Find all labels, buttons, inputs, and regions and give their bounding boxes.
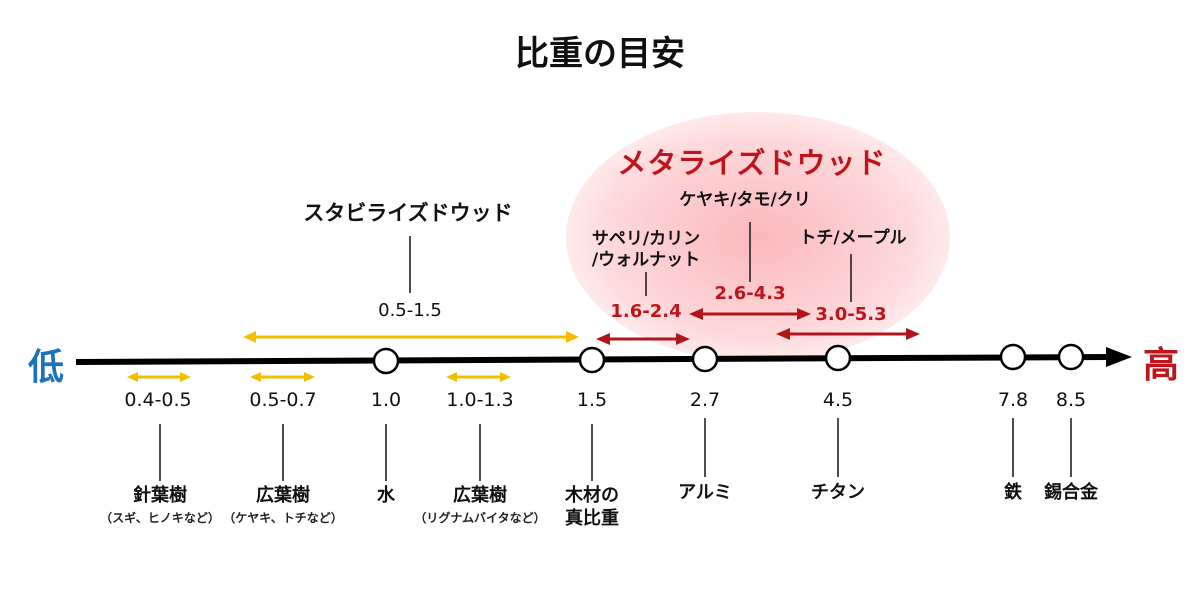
material-wood-true-line1: 木材の	[565, 485, 619, 506]
metalized-range-arrow-2	[689, 308, 811, 320]
metalized-range-arrow-3	[776, 328, 920, 340]
material-hardwood1: 広葉樹 （ケヤキ、トチなど）	[223, 484, 343, 530]
material-wood-true-line2: 真比重	[565, 508, 619, 529]
point-7-8	[999, 343, 1027, 371]
material-softwood-name: 針葉樹	[133, 485, 187, 506]
material-softwood-note: （スギ、ヒノキなど）	[100, 511, 220, 525]
point-8-5	[1057, 343, 1085, 371]
material-hardwood2: 広葉樹 （リグナムバイタなど）	[414, 484, 545, 530]
metal1-range-label: 1.6-2.4	[610, 301, 682, 322]
point-1-0	[372, 347, 400, 375]
tick-label-iron: 7.8	[997, 389, 1029, 411]
axis-arrowhead	[1106, 347, 1132, 367]
material-wood-true-gravity: 木材の 真比重	[565, 484, 619, 530]
metalized-range-arrow-1	[596, 333, 690, 345]
metalized-wood-title: メタライズドウッド	[617, 146, 887, 180]
metalized-highlight	[566, 112, 950, 362]
tick-label-tin-alloy: 8.5	[1055, 389, 1087, 411]
material-softwood: 針葉樹 （スギ、ヒノキなど）	[100, 484, 220, 530]
metal2-range-label: 2.6-4.3	[714, 283, 786, 304]
stabilized-wood-title: スタビライズドウッド	[303, 201, 513, 225]
metal2-woods: ケヤキ/タモ/クリ	[679, 190, 811, 210]
material-water: 水	[377, 485, 395, 506]
point-4-5	[824, 344, 852, 372]
tick-label-hardwood2-range: 1.0-1.3	[446, 389, 514, 411]
point-2-7	[691, 345, 719, 373]
metal1-woods-line2: /ウォルナット	[591, 250, 701, 270]
tick-label-softwood-range: 0.4-0.5	[124, 389, 192, 411]
softwood-range-arrow	[127, 372, 191, 382]
metal3-range-label: 3.0-5.3	[815, 304, 887, 325]
metal3-woods: トチ/メープル	[799, 228, 907, 248]
material-iron: 鉄	[1004, 482, 1022, 503]
material-hardwood1-note: （ケヤキ、トチなど）	[223, 511, 343, 525]
point-1-5	[578, 346, 606, 374]
metal1-woods: サペリ/カリン /ウォルナット	[592, 229, 700, 271]
hardwood1-range-arrow	[250, 372, 315, 382]
tick-label-hardwood1-range: 0.5-0.7	[249, 389, 317, 411]
tick-label-aluminum: 2.7	[689, 389, 721, 411]
material-tin-alloy: 錫合金	[1044, 482, 1098, 503]
high-label: 高	[1143, 345, 1180, 386]
material-hardwood2-name: 広葉樹	[452, 485, 507, 506]
material-aluminum: アルミ	[678, 482, 732, 503]
stabilized-range-arrow	[243, 331, 579, 343]
diagram-title: 比重の目安	[515, 34, 685, 74]
material-hardwood2-note: （リグナムバイタなど）	[414, 511, 546, 525]
material-hardwood1-name: 広葉樹	[256, 485, 310, 506]
stabilized-range-label: 0.5-1.5	[378, 300, 442, 321]
tick-label-water: 1.0	[370, 389, 402, 411]
low-label: 低	[28, 347, 65, 388]
hardwood2-range-arrow	[446, 372, 511, 382]
tick-label-wood-true: 1.5	[576, 389, 608, 411]
tick-label-titanium: 4.5	[822, 389, 854, 411]
material-titanium: チタン	[811, 482, 865, 503]
metal1-woods-line1: サペリ/カリン	[591, 229, 701, 249]
